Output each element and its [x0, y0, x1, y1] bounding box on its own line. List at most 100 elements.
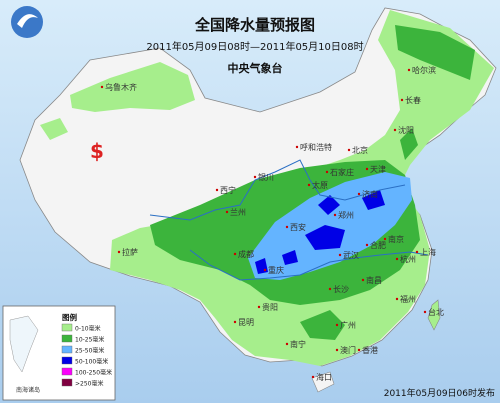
city-dot	[383, 237, 387, 241]
city-label: 成都	[238, 249, 254, 259]
legend-swatch	[61, 378, 73, 387]
legend-title: 图例	[62, 312, 77, 322]
city-label: 哈尔滨	[412, 65, 436, 75]
city-dot	[393, 128, 397, 132]
city-dot	[325, 170, 329, 174]
city-label: 福州	[400, 295, 416, 304]
city-label: 银川	[258, 172, 274, 182]
city-dot	[415, 250, 419, 254]
city-label: 石家庄	[330, 167, 354, 177]
city-label: 昆明	[238, 318, 254, 327]
city-label: 上海	[420, 247, 436, 257]
taiwan	[427, 299, 441, 331]
city-dot	[335, 348, 339, 352]
city-label: 澳门	[340, 345, 356, 355]
city-dot	[311, 375, 315, 379]
rain-50-100	[282, 250, 298, 265]
city-label: 西宁	[220, 185, 236, 195]
city-label: 贵阳	[262, 302, 278, 312]
city-dot	[285, 225, 289, 229]
city-label: 济南	[362, 189, 378, 199]
rain-50-100	[305, 225, 345, 250]
city-label: 北京	[352, 145, 368, 155]
city-dot	[263, 268, 267, 272]
subtitle: 2011年05月09日08时—2011年05月10日08时	[146, 40, 363, 53]
legend-swatch	[61, 345, 73, 354]
logo	[11, 6, 43, 38]
city-dot	[400, 98, 404, 102]
city-dot	[328, 287, 332, 291]
city-label: 重庆	[268, 265, 284, 275]
inset-label: 南海诸岛	[16, 386, 40, 394]
rain-10-25	[300, 310, 345, 340]
legend-label: >250毫米	[75, 380, 103, 388]
legend-label: 100-250毫米	[75, 369, 112, 377]
inset-map	[9, 315, 39, 373]
agency: 中央气象台	[228, 61, 283, 75]
city-label: 太原	[312, 180, 328, 190]
city-label: 乌鲁木齐	[105, 82, 137, 92]
footer: 2011年05月09日06时发布	[384, 387, 495, 399]
city-label: 武汉	[343, 250, 359, 260]
rain-0-10	[40, 118, 68, 140]
city-label: 南昌	[366, 275, 382, 285]
city-dot	[347, 148, 351, 152]
city-dot	[357, 192, 361, 196]
city-dot	[233, 320, 237, 324]
legend-swatch	[61, 367, 73, 376]
city-label: 沈阳	[398, 125, 414, 135]
city-label: 广州	[340, 320, 356, 330]
city-label: 拉萨	[122, 247, 138, 257]
city-dot	[295, 145, 299, 149]
city-dot	[100, 85, 104, 89]
legend-label: 10-25毫米	[75, 336, 104, 344]
city-label: 香港	[362, 345, 378, 355]
city-dot	[423, 310, 427, 314]
rain-10-25	[395, 25, 475, 80]
city-label: 杭州	[400, 254, 416, 264]
city-dot	[395, 257, 399, 261]
city-dot	[335, 323, 339, 327]
city-dot	[361, 278, 365, 282]
city-label: 长沙	[333, 284, 349, 294]
city-label: 合肥	[370, 240, 386, 250]
city-dot	[215, 188, 219, 192]
legend-label: 25-50毫米	[75, 347, 104, 355]
city-dot	[225, 210, 229, 214]
city-label: 兰州	[230, 207, 246, 217]
river	[189, 249, 429, 281]
rain-50-100	[318, 195, 340, 215]
city-dot	[338, 253, 342, 257]
legend: 南海诸岛 图例 0-10毫米 10-25毫米 25-50毫米 50-100毫米 100-…	[2, 305, 116, 401]
city-dot	[253, 175, 257, 179]
rain-10-25	[400, 128, 418, 160]
legend-items: 0-10毫米 10-25毫米 25-50毫米 50-100毫米 100-250毫米 >25…	[61, 323, 112, 388]
city-dot	[333, 213, 337, 217]
rain-50-100	[362, 190, 385, 210]
rain-0-10	[70, 62, 195, 112]
city-label: 长春	[405, 95, 421, 105]
city-label: 台北	[428, 307, 444, 317]
city-dot	[365, 243, 369, 247]
legend-label: 50-100毫米	[75, 358, 108, 366]
city-label: 天津	[370, 164, 386, 174]
city-label: 南京	[388, 234, 404, 244]
city-dot	[257, 305, 261, 309]
hainan	[311, 371, 335, 393]
city-label: 西安	[290, 222, 306, 232]
city-dot	[407, 68, 411, 72]
city-label: 海口	[316, 372, 332, 382]
city-dot	[365, 167, 369, 171]
city-label: 呼和浩特	[300, 142, 332, 152]
city-dot	[233, 252, 237, 256]
legend-swatch	[61, 323, 73, 332]
city-dot	[357, 348, 361, 352]
city-label: 郑州	[338, 210, 354, 220]
legend-swatch	[61, 334, 73, 343]
legend-swatch	[61, 356, 73, 365]
river	[149, 159, 406, 221]
symbol: $	[90, 139, 104, 163]
city-dot	[117, 250, 121, 254]
